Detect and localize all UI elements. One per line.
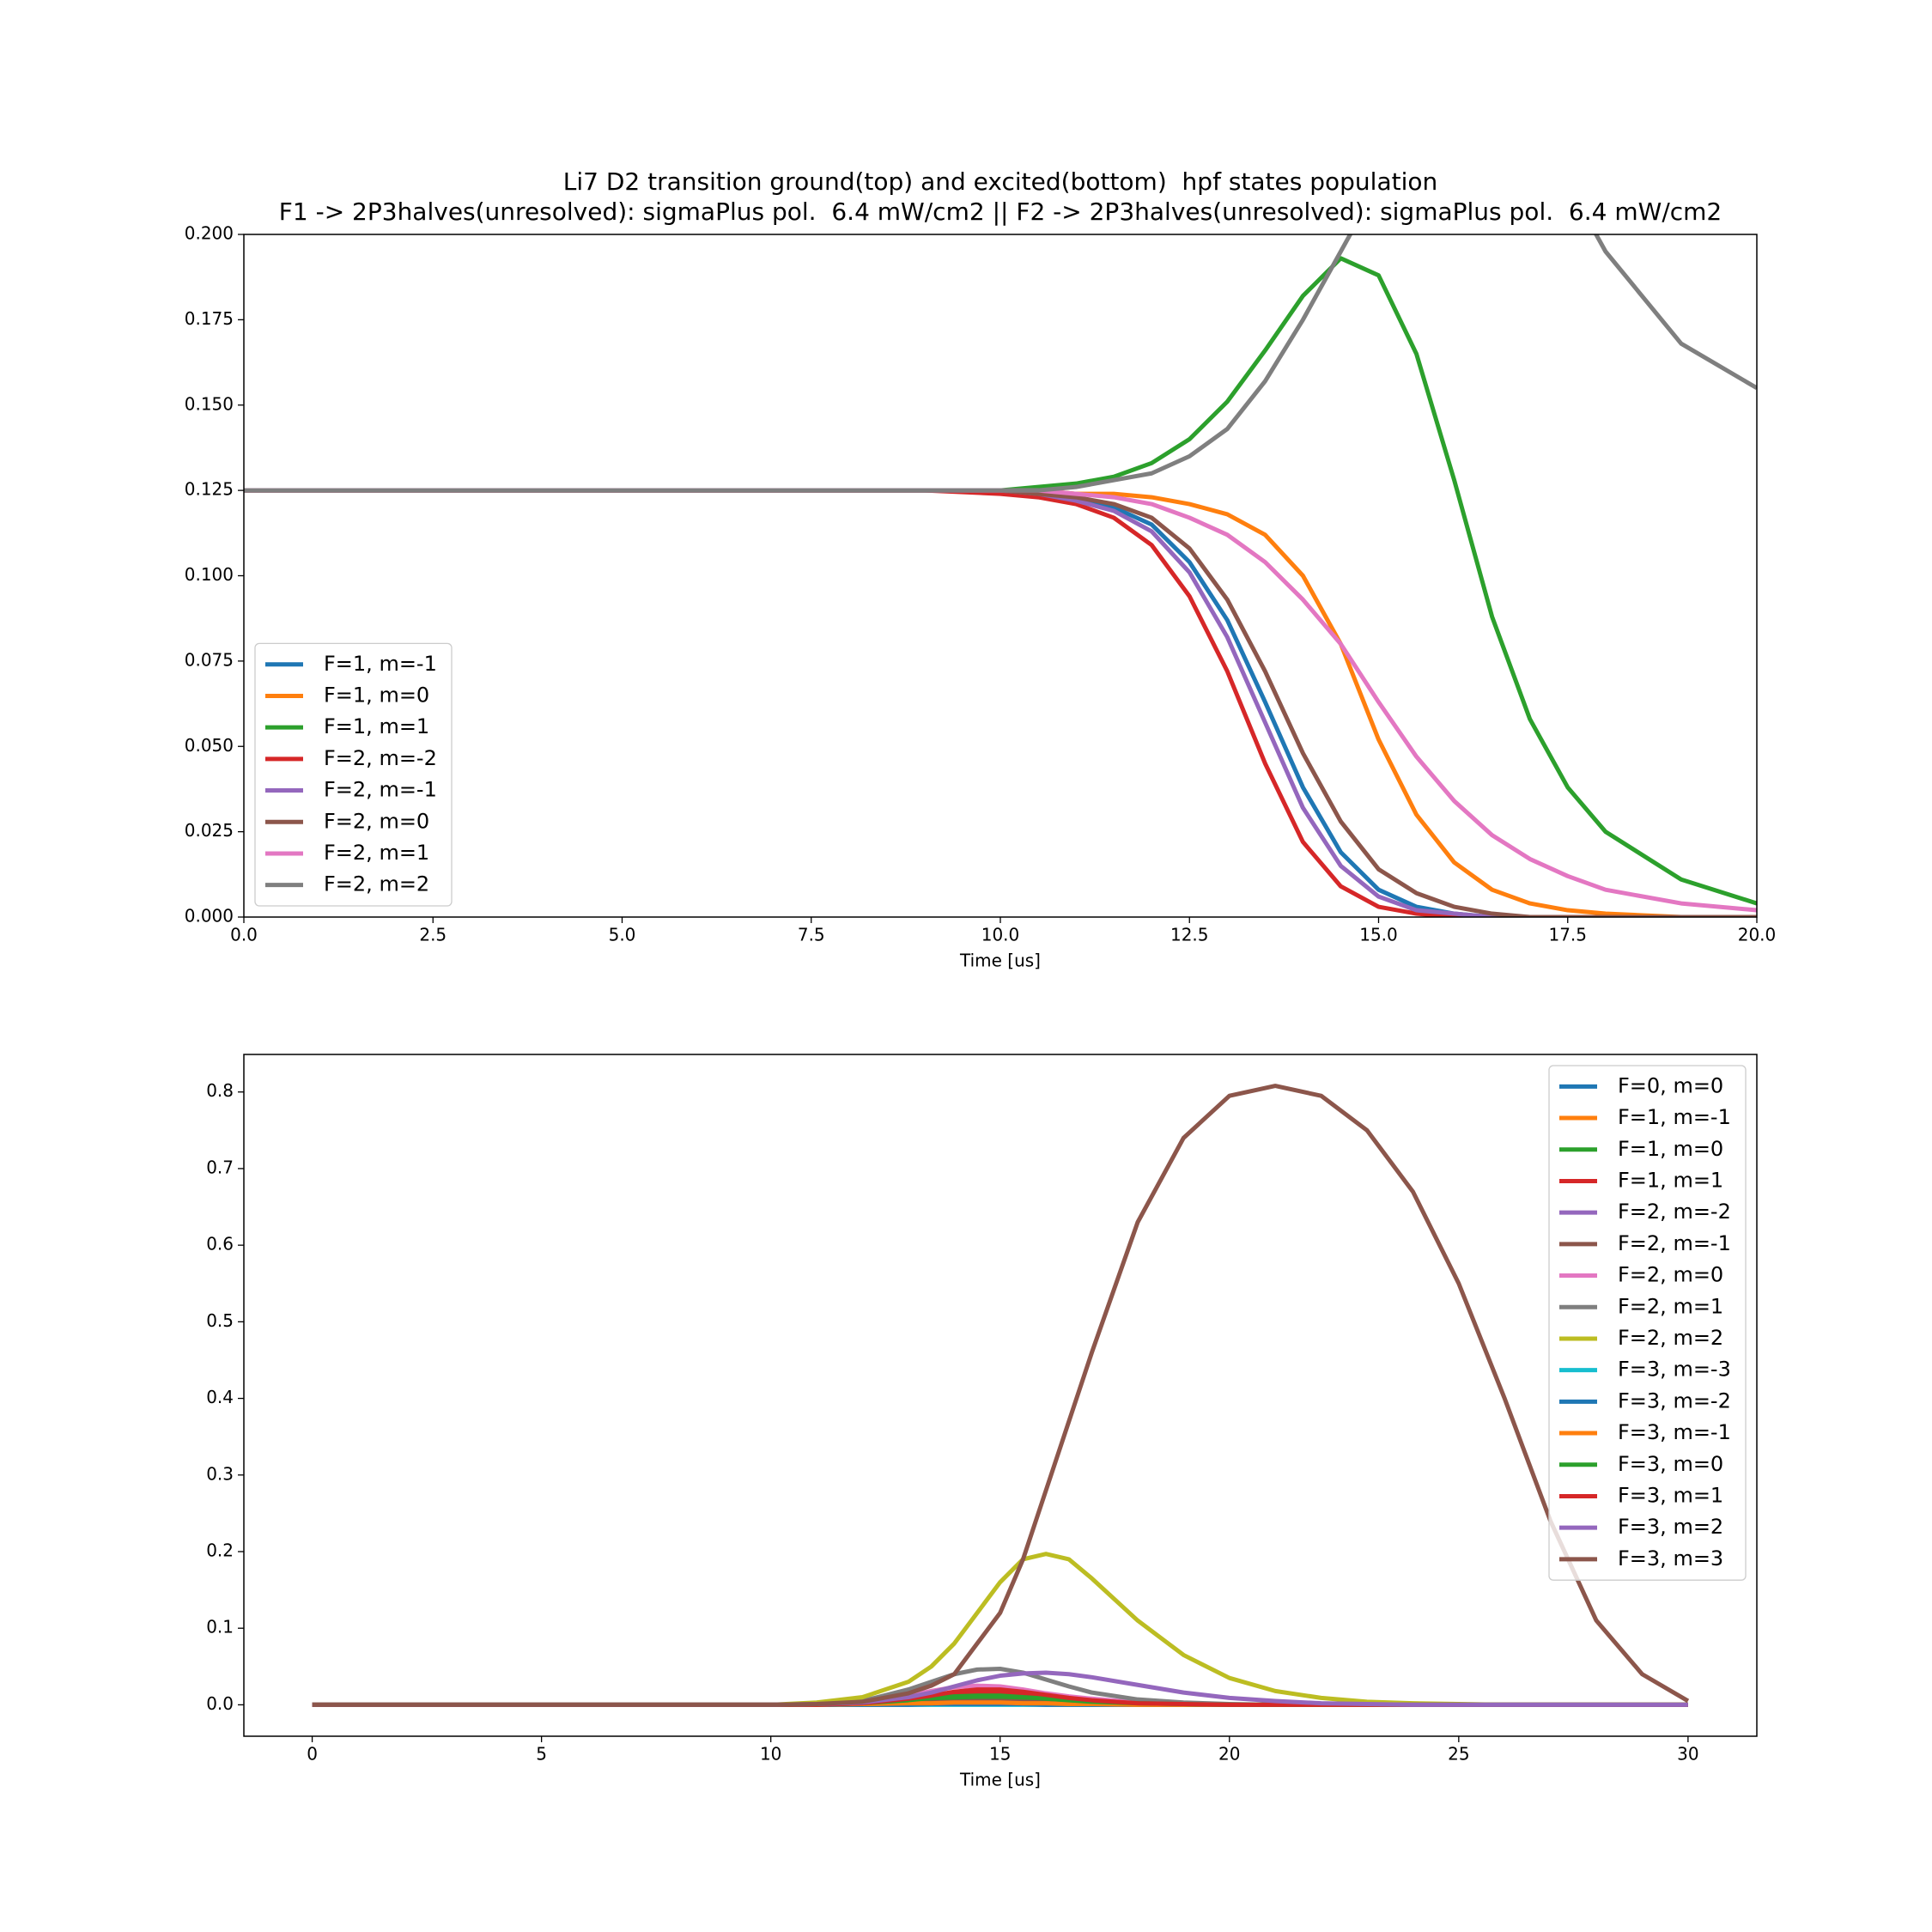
legend-label: F=3, m=3: [1618, 1546, 1723, 1571]
legend-label: F=3, m=1: [1618, 1483, 1723, 1507]
legend-label: F=2, m=2: [1618, 1326, 1723, 1350]
x-tick-label: 25: [1448, 1744, 1469, 1765]
plot-area: [312, 1084, 1690, 1707]
y-tick-label: 0.4: [206, 1387, 234, 1407]
y-tick-label: 0.075: [185, 649, 234, 670]
legend-label: F=1, m=0: [1618, 1137, 1723, 1161]
y-tick-label: 0.025: [185, 820, 234, 841]
y-tick-label: 0.1: [206, 1617, 234, 1637]
chart-title: Li7 D2 transition ground(top) and excite…: [563, 167, 1438, 196]
legend-label: F=2, m=0: [324, 809, 429, 833]
y-tick-label: 0.150: [185, 393, 234, 414]
legend-label: F=0, m=0: [1618, 1073, 1723, 1097]
legend-label: F=2, m=1: [1618, 1294, 1723, 1318]
x-axis-label: Time [us]: [959, 951, 1041, 971]
x-tick-label: 17.5: [1548, 925, 1587, 945]
y-tick-label: 0.125: [185, 479, 234, 500]
legend-label: F=1, m=-1: [1618, 1105, 1731, 1129]
legend-label: F=3, m=0: [1618, 1452, 1723, 1476]
legend-label: F=2, m=0: [1618, 1263, 1723, 1287]
x-tick-label: 20: [1218, 1744, 1240, 1765]
legend: F=1, m=-1 F=1, m=0 F=1, m=1 F=2, m=-2 F=2, m…: [254, 642, 453, 907]
legend-label: F=1, m=1: [324, 714, 429, 738]
x-tick-label: 15: [989, 1744, 1011, 1765]
legend-label: F=2, m=-2: [1618, 1200, 1731, 1224]
y-tick-label: 0.7: [206, 1157, 234, 1177]
legend-label: F=2, m=2: [324, 872, 429, 896]
chart-subtitle: F1 -> 2P3halves(unresolved): sigmaPlus p…: [279, 197, 1722, 226]
legend-frame: [1548, 1065, 1747, 1581]
y-tick-label: 0.8: [206, 1080, 234, 1101]
legend-label: F=3, m=-1: [1618, 1420, 1731, 1444]
y-tick-label: 0.175: [185, 308, 234, 329]
legend: F=0, m=0 F=1, m=-1 F=1, m=0 F=1, m=1 F=2, m=…: [1548, 1065, 1747, 1581]
x-tick-label: 2.5: [419, 925, 447, 945]
x-tick-label: 30: [1677, 1744, 1698, 1765]
x-tick-label: 10.0: [981, 925, 1020, 945]
x-tick-label: 0.0: [230, 925, 258, 945]
x-tick-label: 12.5: [1170, 925, 1209, 945]
y-tick-label: 0.100: [185, 564, 234, 585]
legend-label: F=2, m=-1: [1618, 1231, 1731, 1255]
legend-label: F=2, m=1: [324, 841, 429, 865]
y-tick-label: 0.6: [206, 1234, 234, 1255]
legend-label: F=2, m=-1: [324, 778, 437, 802]
legend-label: F=2, m=-2: [324, 746, 437, 770]
legend-label: F=3, m=-2: [1618, 1388, 1731, 1413]
legend-frame: [254, 642, 453, 907]
y-tick-label: 0.2: [206, 1540, 234, 1560]
y-tick-label: 0.3: [206, 1463, 234, 1484]
x-tick-label: 7.5: [798, 925, 825, 945]
legend-label: F=1, m=0: [324, 683, 429, 707]
x-tick-label: 0: [307, 1744, 318, 1765]
y-tick-label: 0.050: [185, 735, 234, 756]
legend-label: F=3, m=-3: [1618, 1358, 1731, 1382]
legend-label: F=3, m=2: [1618, 1515, 1723, 1539]
x-tick-label: 5.0: [609, 925, 636, 945]
x-axis-label: Time [us]: [959, 1770, 1041, 1790]
y-tick-label: 0.5: [206, 1310, 234, 1331]
y-tick-label: 0.000: [185, 906, 234, 927]
x-tick-label: 15.0: [1359, 925, 1398, 945]
y-tick-label: 0.0: [206, 1693, 234, 1714]
plot-area: [244, 234, 1757, 917]
y-tick-label: 0.200: [185, 223, 234, 244]
legend-label: F=1, m=1: [1618, 1168, 1723, 1192]
series-line: [244, 234, 1757, 493]
legend-label: F=1, m=-1: [324, 652, 437, 676]
series-line: [312, 1084, 1690, 1707]
x-tick-label: 10: [760, 1744, 781, 1765]
x-tick-label: 5: [536, 1744, 547, 1765]
x-tick-label: 20.0: [1738, 925, 1777, 945]
